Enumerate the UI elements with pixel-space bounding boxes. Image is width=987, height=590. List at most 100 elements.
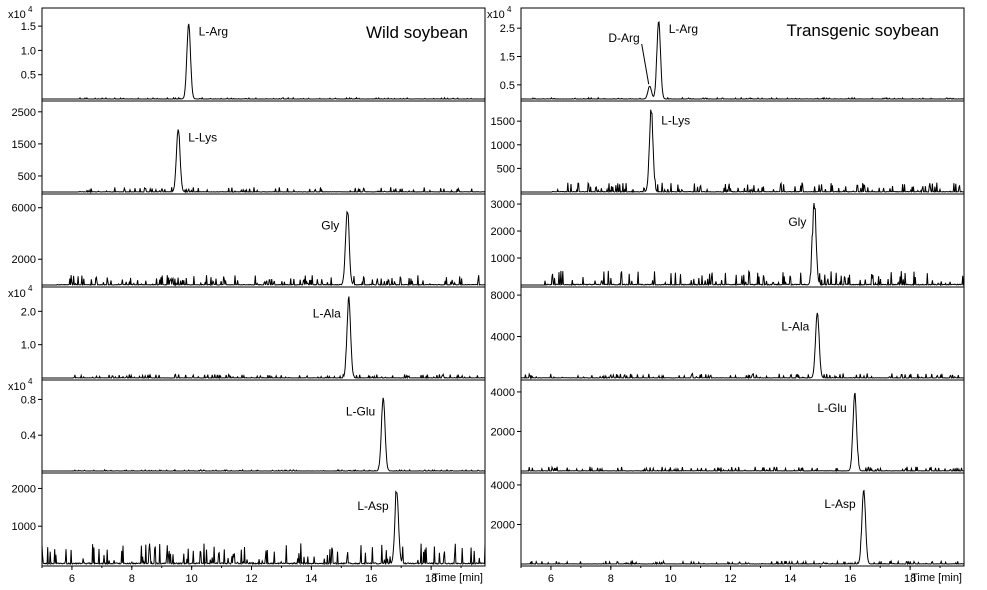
y-tick-label: 1000 [491,140,515,152]
panel-frame [520,193,965,288]
y-tick-label: 1500 [491,116,515,128]
x-tick-label: 12 [724,573,736,585]
y-tick-label: 2.0 [21,306,36,318]
y-tick-label: 500 [18,171,36,183]
transgenic-soybean-title: Transgenic soybean [787,21,939,40]
y-tick-label: 4000 [491,332,515,344]
y-multiplier-exponent: 4 [28,5,33,14]
y-multiplier-exponent: 4 [507,5,512,14]
chromatogram-panel: 2000 6000 Gly [12,193,486,288]
x-tick-label: 10 [665,573,677,585]
y-tick-label: 1000 [491,253,515,265]
x-tick-label: 14 [784,573,796,585]
y-tick-label: 2000 [12,254,36,266]
chromatogram-trace [521,202,964,287]
y-tick-label: 8000 [491,290,515,302]
x-tick-label: 18 [425,573,437,585]
y-multiplier-exponent: 4 [28,284,33,293]
x-tick-label: 8 [608,573,614,585]
peak-arrow [641,43,650,85]
panel-frame [520,100,965,195]
peak-label-l-glu: L-Glu [346,405,375,419]
panel-frame [41,193,486,288]
x-tick-label: 8 [129,573,135,585]
chromatogram-trace [521,20,965,100]
chromatogram-panel: 0.5 1.5 2.5 x10 4 L-Arg D-Arg [487,5,965,102]
y-tick-label: 0.4 [21,430,36,442]
y-tick-label: 0.8 [21,394,36,406]
y-tick-label: 2.5 [500,23,515,35]
transgenic-soybean-column: 0.5 1.5 2.5 x10 4 L-Arg D-Arg 500 1000 1500 L-Lys 1… [487,5,965,585]
peak-label-d-arg: D-Arg [608,31,639,45]
panel-frame [41,379,486,474]
y-tick-label: 0.5 [21,70,36,82]
y-multiplier-label: x10 [8,9,26,21]
chromatogram-panel: 500 1000 1500 L-Lys [491,100,965,195]
panel-frame [41,286,486,381]
peak-label-gly: Gly [788,215,806,229]
x-tick-label: 18 [904,573,916,585]
y-tick-label: 2000 [12,483,36,495]
chromatogram-panel: 1000 2000 3000 Gly [491,193,965,288]
peak-label-l-lys: L-Lys [188,130,217,144]
peak-label-l-asp: L-Asp [357,499,389,513]
chromatogram-panel: 1.0 2.0 x10 4 L-Ala [8,284,486,381]
y-tick-label: 4000 [491,480,515,492]
panel-frame [41,472,486,567]
peak-label-l-lys: L-Lys [661,114,690,128]
y-tick-label: 2000 [491,226,515,238]
y-multiplier-label: x10 [8,381,26,393]
peak-label-l-ala: L-Ala [781,320,809,334]
y-tick-label: 500 [497,163,515,175]
panel-frame [520,472,965,567]
chromatogram-trace [42,210,486,287]
chromatogram-panel: 500 1500 2500 L-Lys [12,100,486,195]
chromatogram-panel: 2000 4000 L-Glu [491,379,965,474]
y-tick-label: 2000 [491,426,515,438]
y-tick-label: 1000 [12,521,36,533]
y-tick-label: 1.5 [21,21,36,33]
y-tick-label: 1.0 [21,340,36,352]
x-tick-label: 14 [305,573,317,585]
chromatogram-trace [521,312,965,380]
x-tick-label: 16 [844,573,856,585]
chromatogram-trace [521,109,964,194]
chromatogram-panel: 1000 2000 L-Asp [12,472,486,567]
y-tick-label: 1500 [12,139,36,151]
x-tick-label: 12 [245,573,257,585]
peak-label-l-arg: L-Arg [199,25,228,39]
chromatogram-trace [42,296,486,380]
peak-label-gly: Gly [321,219,339,233]
peak-label-l-glu: L-Glu [817,401,846,415]
y-tick-label: 0.5 [500,80,515,92]
peak-label-l-ala: L-Ala [313,307,341,321]
chromatogram-trace [521,489,965,566]
chromatogram-trace [42,23,486,100]
y-tick-label: 4000 [491,387,515,399]
chromatogram-trace [42,129,486,194]
x-axis-label-right: Time [min] [911,572,962,584]
x-axis-label-left: Time [min] [432,572,483,584]
y-tick-label: 6000 [12,203,36,215]
x-tick-label: 6 [69,573,75,585]
y-tick-label: 1.0 [21,45,36,57]
x-tick-label: 10 [186,573,198,585]
y-multiplier-label: x10 [8,288,26,300]
panel-frame [520,379,965,474]
x-tick-label: 6 [548,573,554,585]
panel-frame [520,286,965,381]
wild-soybean-title: Wild soybean [366,23,468,42]
y-tick-label: 3000 [491,199,515,211]
chromatogram-panel: 4000 8000 L-Ala [491,286,965,381]
peak-label-l-asp: L-Asp [824,497,856,511]
chromatogram-trace [42,397,486,472]
y-multiplier-label: x10 [487,9,505,21]
x-tick-label: 16 [365,573,377,585]
y-tick-label: 2500 [12,107,36,119]
chromatogram-panel: 2000 4000 L-Asp [491,472,965,567]
